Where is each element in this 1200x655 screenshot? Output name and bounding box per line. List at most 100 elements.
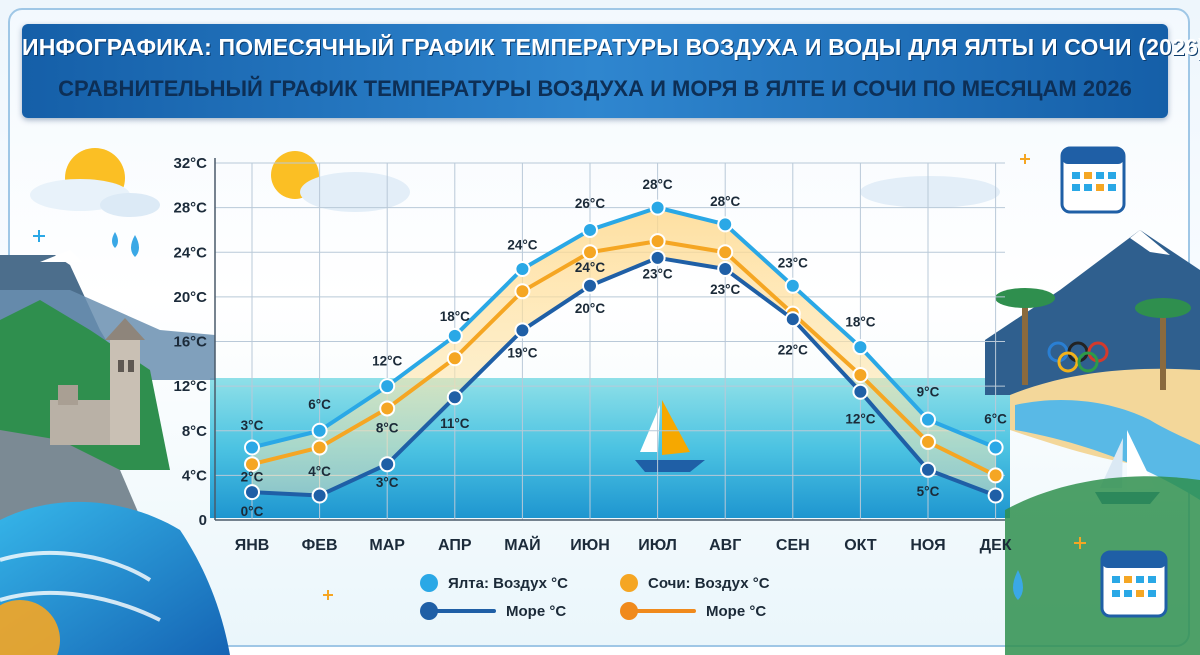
- scenery-illustration: [0, 146, 1200, 655]
- river-illustration: [1015, 400, 1200, 500]
- x-tick-label: НОЯ: [910, 537, 945, 554]
- data-label: 11°C: [440, 416, 470, 431]
- data-point-sochi-air: [244, 456, 260, 473]
- x-axis: ЯНВ ФЕВ МАР АПР МАЙ ИЮН ИЮЛ АВГ СЕН ОКТ НОЯ ДЕК: [215, 519, 1012, 554]
- legend-marker-yalta-air: [420, 574, 438, 592]
- data-point-sochi-air: [582, 244, 598, 261]
- data-label: 6°C: [308, 397, 331, 412]
- y-tick-label: 24°C: [173, 244, 207, 261]
- legend-marker-sochi-air: [620, 574, 638, 592]
- data-label: 18°C: [845, 314, 875, 329]
- data-point-yalta-air: [717, 216, 734, 233]
- data-point-yalta-air: [582, 221, 598, 238]
- data-label: 9°C: [917, 385, 940, 400]
- x-tick-label: ИЮН: [570, 537, 610, 554]
- legend-item-yalta-sea: Море °C: [420, 600, 567, 622]
- legend-label: Сочи: Воздух °C: [648, 574, 770, 592]
- legend-label: Море °C: [706, 602, 767, 620]
- series-line-yalta-sea: [251, 255, 997, 498]
- data-point-yalta-air: [514, 260, 531, 277]
- data-label: 6°C: [984, 411, 1007, 426]
- y-tick-label: 4°C: [182, 467, 207, 484]
- data-label: 5°C: [917, 484, 940, 499]
- wave-left-illustration: [0, 501, 230, 655]
- data-point-yalta-air: [784, 277, 801, 294]
- data-label: 8°C: [376, 420, 399, 435]
- x-tick-label: СЕН: [776, 537, 810, 554]
- data-point-yalta-sea: [920, 461, 936, 478]
- y-axis: 0 4°C 8°C 12°C 16°C 20°C 24°C 28°C 32°C: [173, 155, 216, 529]
- data-point-yalta-sea: [446, 389, 463, 406]
- data-point-yalta-sea: [987, 487, 1004, 504]
- data-label: 19°C: [507, 346, 537, 361]
- air-range-band: [252, 207, 996, 496]
- x-tick-label: АПР: [438, 537, 472, 554]
- data-label: 20°C: [575, 301, 605, 316]
- data-label: 28°C: [643, 177, 673, 192]
- legend-item-sochi-sea: Море °C: [620, 600, 767, 622]
- data-point-sochi-air: [852, 366, 869, 383]
- data-labels: 3°C 2°C 0°C 6°C 4°C 12°C 8°C 3°C 18°C 11°C 24°C 19°…: [241, 177, 1008, 519]
- sparkle-icon: [323, 154, 1086, 600]
- cloud-illustration: [860, 176, 1000, 208]
- header-banner: ИНФОГРАФИКА: ПОМЕСЯЧНЫЙ ГРАФИК ТЕМПЕРАТУ…: [22, 24, 1200, 118]
- droplet-icon: [1013, 570, 1023, 600]
- calendar-icon: [1100, 550, 1168, 618]
- legend-marker-yalta-sea: [420, 602, 496, 620]
- x-tick-label: ОКТ: [844, 537, 877, 554]
- y-tick-label: 20°C: [173, 289, 207, 306]
- series-line-sochi-air: [251, 239, 997, 478]
- data-point-yalta-air: [649, 199, 666, 216]
- data-point-yalta-sea: [311, 487, 328, 504]
- data-point-yalta-sea: [784, 311, 801, 328]
- data-label: 23°C: [778, 255, 808, 270]
- x-tick-label: ФЕВ: [302, 537, 338, 554]
- legend-marker-sochi-sea: [620, 602, 696, 620]
- mountain-right-illustration: [985, 230, 1200, 395]
- droplet-icon: [131, 235, 139, 257]
- data-label: 26°C: [575, 196, 605, 211]
- data-label: 24°C: [507, 237, 537, 252]
- data-point-sochi-air: [987, 467, 1004, 484]
- y-tick-label: 8°C: [182, 423, 207, 440]
- data-label: 3°C: [376, 475, 399, 490]
- data-label: 2°C: [241, 469, 264, 484]
- legend-label: Море °C: [506, 602, 567, 620]
- x-tick-label: ДЕК: [980, 537, 1012, 554]
- data-point-yalta-sea: [514, 322, 531, 339]
- droplet-icon: [112, 232, 118, 248]
- y-tick-label: 28°C: [173, 200, 207, 217]
- temperature-band-area: [252, 207, 996, 496]
- x-tick-label: АВГ: [709, 537, 741, 554]
- chart-subtitle: СРАВНИТЕЛЬНЫЙ ГРАФИК ТЕМПЕРАТУРЫ ВОЗДУХА…: [58, 76, 1132, 101]
- data-label: 24°C: [575, 260, 605, 275]
- y-tick-label: 0: [199, 512, 207, 529]
- sun-corner-illustration: [0, 600, 60, 655]
- legend-item-sochi-air: Сочи: Воздух °C: [620, 572, 770, 594]
- series-line-yalta-air: [251, 205, 997, 450]
- data-point-sochi-air: [379, 400, 396, 417]
- x-tick-label: ЯНВ: [235, 537, 270, 554]
- data-point-yalta-sea: [244, 484, 260, 501]
- olympic-rings-illustration: [1047, 341, 1109, 373]
- sailboat-illustration: [635, 400, 705, 472]
- data-point-sochi-air: [311, 439, 328, 456]
- data-point-sochi-air: [717, 244, 734, 261]
- castle-illustration: [50, 318, 145, 445]
- data-point-yalta-sea: [582, 277, 598, 294]
- data-label: 3°C: [241, 418, 264, 433]
- sun-cloud-left-illustration: [30, 148, 160, 217]
- y-tick-label: 16°C: [173, 334, 207, 351]
- data-label: 22°C: [778, 342, 808, 357]
- x-tick-label: ИЮЛ: [638, 537, 677, 554]
- data-label: 23°C: [643, 266, 673, 281]
- data-point-yalta-air: [852, 339, 869, 356]
- data-label: 12°C: [372, 353, 402, 368]
- palm-tree-illustration: [995, 288, 1191, 390]
- legend-label: Ялта: Воздух °C: [448, 574, 568, 592]
- data-point-yalta-air: [920, 411, 936, 428]
- data-point-yalta-sea: [649, 249, 666, 266]
- data-label: 4°C: [308, 464, 331, 479]
- series-lines: [244, 199, 1004, 504]
